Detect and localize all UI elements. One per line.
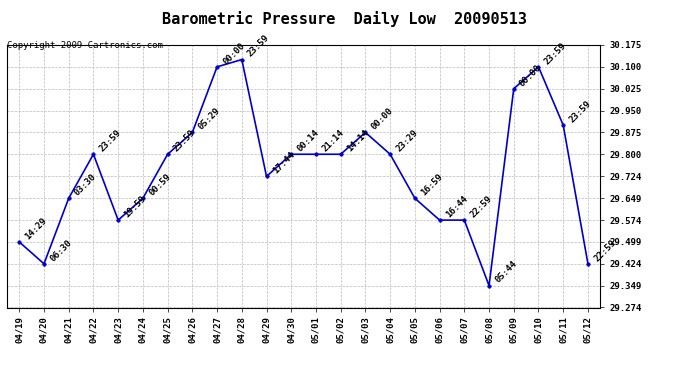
Text: 16:44: 16:44 — [444, 194, 469, 219]
Text: Barometric Pressure  Daily Low  20090513: Barometric Pressure Daily Low 20090513 — [163, 11, 527, 27]
Text: 05:44: 05:44 — [493, 260, 519, 285]
Text: 17:44: 17:44 — [270, 150, 296, 176]
Text: 14:29: 14:29 — [23, 216, 49, 241]
Text: 06:30: 06:30 — [48, 238, 74, 263]
Text: 00:00: 00:00 — [370, 106, 395, 132]
Text: 23:59: 23:59 — [97, 128, 123, 153]
Text: 16:59: 16:59 — [419, 172, 444, 198]
Text: 00:00: 00:00 — [518, 63, 543, 88]
Text: 23:59: 23:59 — [542, 41, 568, 66]
Text: 05:29: 05:29 — [197, 106, 222, 132]
Text: 22:59: 22:59 — [592, 238, 618, 263]
Text: 22:59: 22:59 — [469, 194, 494, 219]
Text: 23:59: 23:59 — [567, 99, 593, 124]
Text: 23:29: 23:29 — [394, 128, 420, 153]
Text: Copyright 2009 Cartronics.com: Copyright 2009 Cartronics.com — [7, 41, 163, 50]
Text: 00:59: 00:59 — [147, 172, 172, 198]
Text: 00:00: 00:00 — [221, 41, 246, 66]
Text: 14:14: 14:14 — [345, 128, 371, 153]
Text: 19:59: 19:59 — [122, 194, 148, 219]
Text: 23:59: 23:59 — [246, 33, 271, 59]
Text: 23:59: 23:59 — [172, 128, 197, 153]
Text: 03:30: 03:30 — [73, 172, 98, 198]
Text: 21:14: 21:14 — [320, 128, 346, 153]
Text: 00:14: 00:14 — [295, 128, 321, 153]
